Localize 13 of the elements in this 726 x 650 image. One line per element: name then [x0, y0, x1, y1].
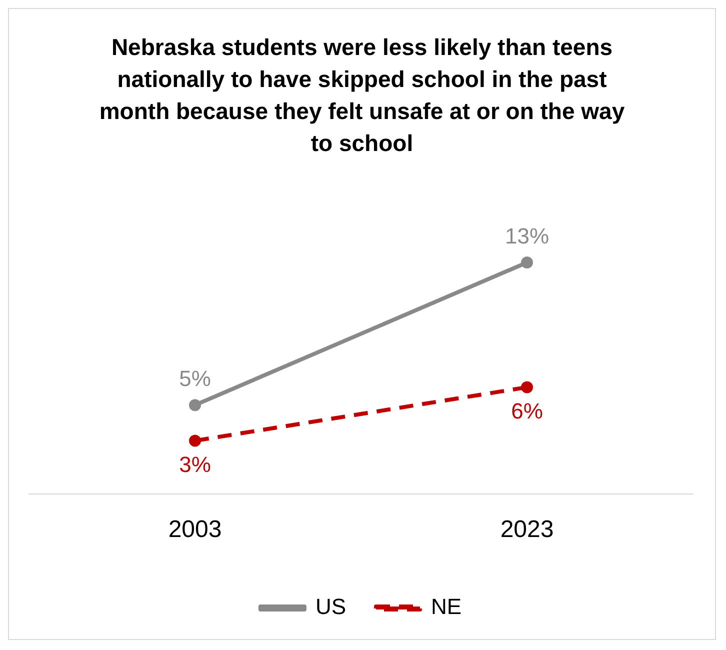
point — [521, 381, 533, 394]
data-label: 6% — [511, 398, 543, 424]
point — [521, 256, 533, 268]
data-label: 5% — [179, 366, 211, 392]
point — [189, 434, 201, 447]
legend-label: NE — [431, 594, 462, 620]
legend-label: US — [315, 594, 346, 620]
x-tick-label: 2023 — [500, 516, 554, 544]
point — [189, 399, 201, 412]
data-label: 13% — [504, 224, 550, 249]
chart-title: Nebraska students were less likely than teens nationally to have skipped school in the past month because they felt unsafe at or on the way to school — [98, 33, 626, 158]
data-label: 3% — [179, 452, 211, 477]
x-tick-label: 2003 — [168, 516, 222, 544]
